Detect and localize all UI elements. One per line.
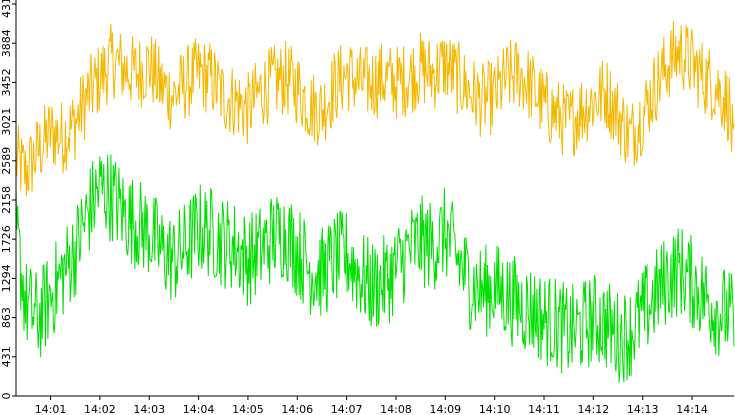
axes-layer	[15, 0, 734, 397]
x-tick-label: 14:13	[627, 403, 659, 415]
y-tick-label: 3021	[0, 108, 13, 136]
x-tick-label: 14:04	[183, 403, 215, 415]
y-tick-label: 863	[0, 307, 13, 328]
x-tick-label: 14:09	[429, 403, 461, 415]
x-tick-label: 14:08	[380, 403, 412, 415]
x-tick-label: 14:07	[331, 403, 363, 415]
x-axis-ticks: 14:01 14:02 14:03 14:04 14:05 14:06 14:07 14:08…	[35, 396, 708, 415]
plot-series-layer	[15, 21, 735, 384]
x-tick-label: 14:06	[281, 403, 313, 415]
y-tick-label: 1726	[0, 225, 13, 253]
x-tick-label: 14:11	[528, 403, 560, 415]
y-tick-label: 2158	[0, 186, 13, 214]
x-tick-label: 14:12	[578, 403, 610, 415]
y-tick-label: 0	[0, 393, 13, 400]
y-tick-label: 4316	[0, 0, 13, 18]
x-tick-label: 14:10	[479, 403, 511, 415]
x-tick-label: 14:01	[35, 403, 67, 415]
series-line-2	[15, 154, 735, 384]
x-tick-label: 14:03	[133, 403, 165, 415]
y-tick-label: 431	[0, 346, 13, 367]
series-line-1	[15, 21, 735, 197]
x-tick-label: 14:05	[232, 403, 264, 415]
x-tick-label: 14:02	[84, 403, 116, 415]
y-tick-label: 1294	[0, 264, 13, 292]
x-tick-label: 14:14	[676, 403, 708, 415]
y-tick-label: 2589	[0, 147, 13, 175]
y-axis-ticks: 0 431 863 1294 1726 2158 2589 3021 3452 3884 4316	[0, 0, 16, 400]
y-tick-label: 3452	[0, 68, 13, 96]
y-tick-label: 3884	[0, 29, 13, 57]
